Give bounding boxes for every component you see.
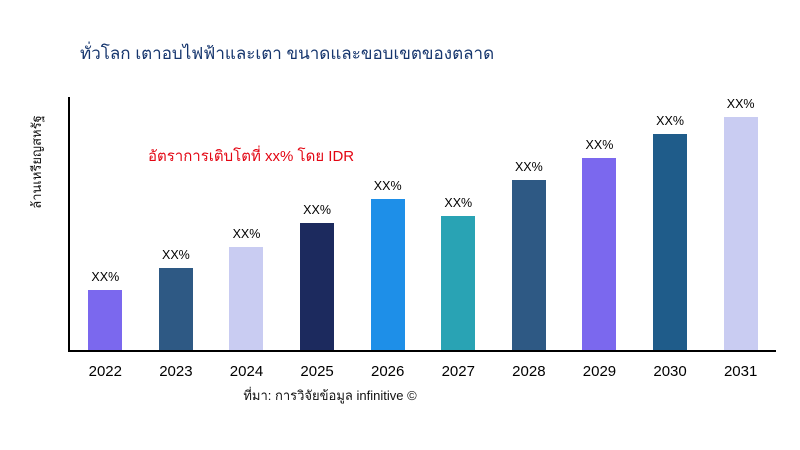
bar-value-label: XX%	[232, 227, 261, 241]
bar-2027	[441, 216, 476, 350]
bar-2026	[370, 199, 405, 350]
x-tick-label-2027: 2027	[441, 363, 475, 380]
bar-value-label: XX%	[585, 138, 614, 152]
bar-value-label: XX%	[91, 270, 120, 284]
x-tick-label-2031: 2031	[723, 363, 758, 380]
bar-group-2030: XX% 2030	[635, 97, 706, 380]
x-tick-label-2022: 2022	[88, 363, 122, 380]
x-tick-label-2023: 2023	[159, 363, 193, 380]
bar-2025	[300, 223, 335, 350]
bar-2029	[582, 158, 617, 350]
bar-group-2025: XX% 2025	[282, 97, 353, 380]
bar-group-2031: XX% 2031	[705, 97, 776, 380]
bar-2024	[229, 247, 264, 350]
bar-group-2029: XX% 2029	[564, 97, 635, 380]
bar-value-label: XX%	[656, 114, 684, 128]
bar-value-label: XX%	[726, 97, 755, 111]
bar-group-2026: XX% 2026	[352, 97, 423, 380]
bar-2031	[723, 117, 758, 350]
bar-group-2027: XX% 2027	[423, 97, 494, 380]
chart-title: ทั่วโลก เตาอบไฟฟ้าและเตา ขนาดและขอบเขตขอ…	[80, 44, 495, 63]
bar-value-label: XX%	[303, 203, 331, 217]
x-tick-label-2025: 2025	[300, 363, 334, 380]
growth-rate-annotation: อัตราการเติบโตที่ xx% โดย IDR	[148, 148, 355, 165]
bar-2030	[653, 134, 688, 350]
bar-value-label: XX%	[444, 196, 473, 210]
bar-group-2023: XX% 2023	[141, 97, 212, 380]
bar-2028	[511, 180, 546, 350]
x-tick-label-2030: 2030	[653, 363, 687, 380]
plot-area: XX% 2022 XX% 2023 XX% 2024 XX% 2025 XX% 2026 XX% 20…	[68, 97, 776, 380]
x-tick-label-2028: 2028	[512, 363, 546, 380]
x-tick-label-2024: 2024	[229, 363, 264, 380]
bar-value-label: XX%	[161, 248, 190, 262]
x-tick-label-2029: 2029	[582, 363, 617, 380]
y-axis-label: ล้านเหรียญสหรัฐ	[29, 115, 44, 209]
source-attribution: ที่มา: การวิจัยข้อมูล infinitive ©	[243, 388, 417, 403]
bar-2023	[158, 268, 193, 350]
bars: XX% 2022 XX% 2023 XX% 2024 XX% 2025 XX% 2026 XX% 20…	[70, 97, 776, 380]
bar-value-label: XX%	[373, 179, 402, 193]
bar-group-2028: XX% 2028	[494, 97, 565, 380]
x-tick-label-2026: 2026	[370, 363, 405, 380]
bar-value-label: XX%	[514, 160, 543, 174]
bar-2022	[88, 290, 123, 350]
bar-group-2024: XX% 2024	[211, 97, 282, 380]
bar-group-2022: XX% 2022	[70, 97, 141, 380]
